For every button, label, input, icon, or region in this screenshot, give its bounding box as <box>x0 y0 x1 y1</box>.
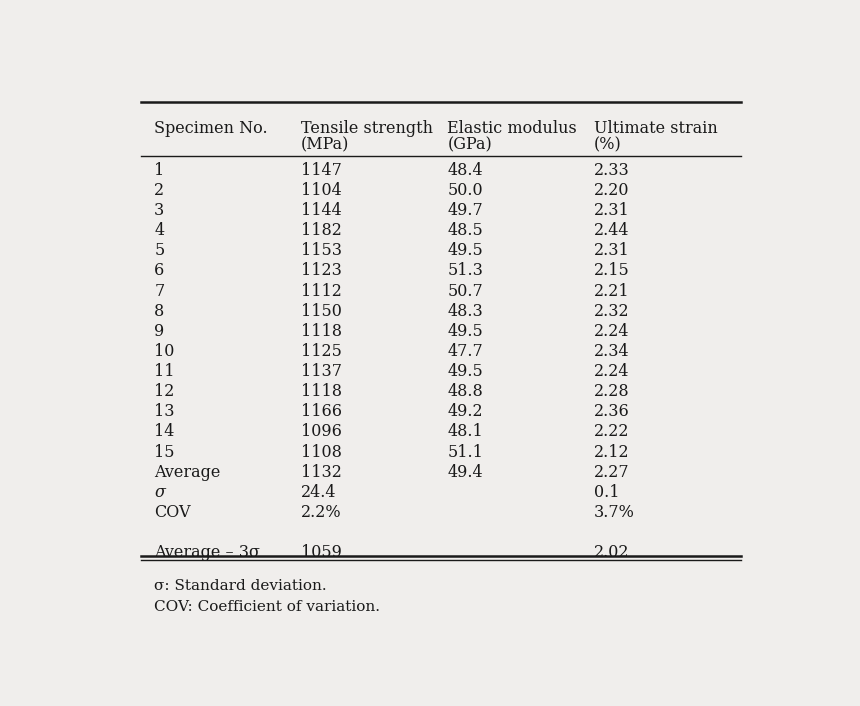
Text: 2.33: 2.33 <box>594 162 630 179</box>
Text: 2.31: 2.31 <box>594 202 630 219</box>
Text: 14: 14 <box>154 424 175 441</box>
Text: 1108: 1108 <box>301 443 341 460</box>
Text: 2.12: 2.12 <box>594 443 630 460</box>
Text: 11: 11 <box>154 363 175 380</box>
Text: 1: 1 <box>154 162 164 179</box>
Text: 1166: 1166 <box>301 403 341 420</box>
Text: 1153: 1153 <box>301 242 341 259</box>
Text: 1144: 1144 <box>301 202 341 219</box>
Text: 49.7: 49.7 <box>447 202 483 219</box>
Text: 3: 3 <box>154 202 164 219</box>
Text: 1059: 1059 <box>301 544 341 561</box>
Text: 2.2%: 2.2% <box>301 504 341 521</box>
Text: 2.22: 2.22 <box>594 424 630 441</box>
Text: 1150: 1150 <box>301 303 341 320</box>
Text: 13: 13 <box>154 403 175 420</box>
Text: 15: 15 <box>154 443 175 460</box>
Text: 2.20: 2.20 <box>594 182 630 199</box>
Text: σ: σ <box>154 484 165 501</box>
Text: 48.1: 48.1 <box>447 424 483 441</box>
Text: 5: 5 <box>154 242 164 259</box>
Text: 9: 9 <box>154 323 164 340</box>
Text: 8: 8 <box>154 303 164 320</box>
Text: 6: 6 <box>154 263 164 280</box>
Text: 47.7: 47.7 <box>447 343 483 360</box>
Text: Average: Average <box>154 464 220 481</box>
Text: 4: 4 <box>154 222 164 239</box>
Text: 2: 2 <box>154 182 164 199</box>
Text: 48.4: 48.4 <box>447 162 483 179</box>
Text: 2.02: 2.02 <box>594 544 630 561</box>
Text: 2.44: 2.44 <box>594 222 630 239</box>
Text: σ: Standard deviation.: σ: Standard deviation. <box>154 579 327 593</box>
Text: 2.31: 2.31 <box>594 242 630 259</box>
Text: 1118: 1118 <box>301 323 341 340</box>
Text: (GPa): (GPa) <box>447 136 492 153</box>
Text: 50.7: 50.7 <box>447 282 483 299</box>
Text: Specimen No.: Specimen No. <box>154 120 267 137</box>
Text: 1132: 1132 <box>301 464 341 481</box>
Text: 49.5: 49.5 <box>447 323 483 340</box>
Text: Ultimate strain: Ultimate strain <box>594 120 718 137</box>
Text: 48.5: 48.5 <box>447 222 483 239</box>
Text: 1123: 1123 <box>301 263 341 280</box>
Text: 2.34: 2.34 <box>594 343 630 360</box>
Text: 49.2: 49.2 <box>447 403 483 420</box>
Text: 51.3: 51.3 <box>447 263 483 280</box>
Text: 2.15: 2.15 <box>594 263 630 280</box>
Text: 24.4: 24.4 <box>301 484 336 501</box>
Text: 2.21: 2.21 <box>594 282 630 299</box>
Text: 2.36: 2.36 <box>594 403 630 420</box>
Text: 49.5: 49.5 <box>447 242 483 259</box>
Text: Tensile strength: Tensile strength <box>301 120 433 137</box>
Text: (MPa): (MPa) <box>301 136 349 153</box>
Text: 2.24: 2.24 <box>594 363 630 380</box>
Text: COV: COV <box>154 504 191 521</box>
Text: 1112: 1112 <box>301 282 341 299</box>
Text: 1104: 1104 <box>301 182 341 199</box>
Text: 1182: 1182 <box>301 222 341 239</box>
Text: 0.1: 0.1 <box>594 484 619 501</box>
Text: 2.24: 2.24 <box>594 323 630 340</box>
Text: 12: 12 <box>154 383 175 400</box>
Text: 1096: 1096 <box>301 424 341 441</box>
Text: 1125: 1125 <box>301 343 341 360</box>
Text: 49.5: 49.5 <box>447 363 483 380</box>
Text: 2.28: 2.28 <box>594 383 630 400</box>
Text: 7: 7 <box>154 282 164 299</box>
Text: Elastic modulus: Elastic modulus <box>447 120 577 137</box>
Text: 50.0: 50.0 <box>447 182 483 199</box>
Text: 1118: 1118 <box>301 383 341 400</box>
Text: 48.8: 48.8 <box>447 383 483 400</box>
Text: 48.3: 48.3 <box>447 303 483 320</box>
Text: 49.4: 49.4 <box>447 464 483 481</box>
Text: 1147: 1147 <box>301 162 341 179</box>
Text: Average – 3σ: Average – 3σ <box>154 544 260 561</box>
Text: COV: Coefficient of variation.: COV: Coefficient of variation. <box>154 599 380 614</box>
Text: (%): (%) <box>594 136 622 153</box>
Text: 10: 10 <box>154 343 175 360</box>
Text: 51.1: 51.1 <box>447 443 483 460</box>
Text: 2.32: 2.32 <box>594 303 630 320</box>
Text: 1137: 1137 <box>301 363 341 380</box>
Text: 2.27: 2.27 <box>594 464 630 481</box>
Text: 3.7%: 3.7% <box>594 504 635 521</box>
